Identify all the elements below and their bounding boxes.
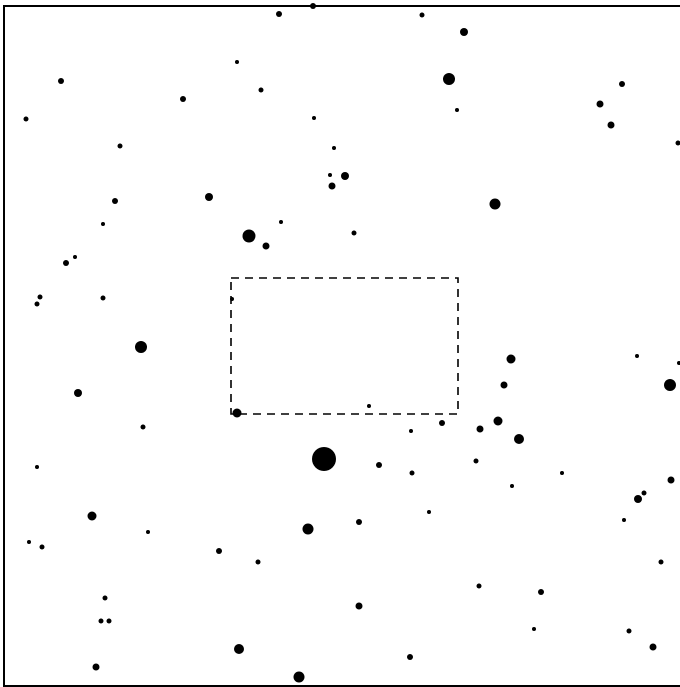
star-50 bbox=[514, 434, 524, 444]
star-82 bbox=[407, 654, 413, 660]
star-group bbox=[23, 3, 680, 683]
star-44 bbox=[232, 408, 242, 418]
star-53 bbox=[35, 465, 39, 469]
star-28 bbox=[262, 242, 270, 250]
star-55 bbox=[473, 458, 479, 464]
star-57 bbox=[510, 484, 514, 488]
star-71 bbox=[658, 559, 664, 565]
star-60 bbox=[667, 476, 675, 484]
star-15 bbox=[607, 121, 615, 129]
star-80 bbox=[649, 643, 657, 651]
star-39 bbox=[677, 361, 680, 365]
star-54 bbox=[409, 470, 415, 476]
star-75 bbox=[355, 602, 363, 610]
star-12 bbox=[312, 116, 316, 120]
star-13 bbox=[596, 100, 604, 108]
star-8 bbox=[180, 96, 186, 102]
star-52 bbox=[376, 462, 382, 468]
star-32 bbox=[37, 294, 43, 300]
chart-border bbox=[3, 5, 680, 687]
star-40 bbox=[664, 379, 676, 391]
star-59 bbox=[641, 490, 647, 496]
star-83 bbox=[92, 663, 100, 671]
star-66 bbox=[302, 523, 314, 535]
star-81 bbox=[234, 644, 244, 654]
star-24 bbox=[489, 198, 501, 210]
star-9 bbox=[443, 73, 455, 85]
star-65 bbox=[146, 530, 150, 534]
star-23 bbox=[112, 198, 118, 204]
star-42 bbox=[74, 389, 82, 397]
star-37 bbox=[506, 354, 516, 364]
star-36 bbox=[135, 341, 147, 353]
star-30 bbox=[73, 255, 77, 259]
star-49 bbox=[140, 424, 146, 430]
star-27 bbox=[242, 229, 256, 243]
star-77 bbox=[106, 618, 112, 624]
star-18 bbox=[675, 140, 680, 146]
star-21 bbox=[328, 182, 336, 190]
star-7 bbox=[258, 87, 264, 93]
star-41 bbox=[500, 381, 508, 389]
star-46 bbox=[493, 416, 503, 426]
star-2 bbox=[310, 3, 316, 9]
star-4 bbox=[460, 28, 468, 36]
star-38 bbox=[635, 354, 639, 358]
selection-box[interactable] bbox=[230, 277, 459, 415]
star-26 bbox=[279, 220, 283, 224]
star-25 bbox=[101, 222, 105, 226]
star-58 bbox=[634, 495, 642, 503]
star-3 bbox=[419, 12, 425, 18]
star-34 bbox=[100, 295, 106, 301]
star-33 bbox=[34, 301, 40, 307]
star-22 bbox=[205, 193, 213, 201]
star-76 bbox=[98, 618, 104, 624]
star-16 bbox=[117, 143, 123, 149]
star-29 bbox=[351, 230, 357, 236]
star-19 bbox=[328, 173, 332, 177]
star-45 bbox=[439, 420, 445, 426]
star-78 bbox=[532, 627, 536, 631]
star-31 bbox=[63, 260, 69, 266]
star-79 bbox=[626, 628, 632, 634]
star-67 bbox=[27, 540, 31, 544]
star-43 bbox=[367, 404, 371, 408]
star-56 bbox=[560, 471, 564, 475]
star-73 bbox=[538, 589, 544, 595]
star-84 bbox=[293, 671, 305, 683]
star-11 bbox=[455, 108, 459, 112]
star-62 bbox=[356, 519, 362, 525]
star-6 bbox=[235, 60, 239, 64]
star-48 bbox=[409, 429, 413, 433]
star-47 bbox=[476, 425, 484, 433]
star-70 bbox=[255, 559, 261, 565]
star-63 bbox=[427, 510, 431, 514]
star-74 bbox=[102, 595, 108, 601]
star-1 bbox=[276, 11, 282, 17]
star-64 bbox=[622, 518, 626, 522]
star-20 bbox=[341, 172, 349, 180]
star-14 bbox=[619, 81, 625, 87]
star-17 bbox=[332, 146, 336, 150]
star-51 bbox=[312, 447, 336, 471]
star-68 bbox=[39, 544, 45, 550]
star-61 bbox=[87, 511, 97, 521]
star-10 bbox=[23, 116, 29, 122]
star-69 bbox=[216, 548, 222, 554]
star-72 bbox=[476, 583, 482, 589]
star-5 bbox=[58, 78, 64, 84]
